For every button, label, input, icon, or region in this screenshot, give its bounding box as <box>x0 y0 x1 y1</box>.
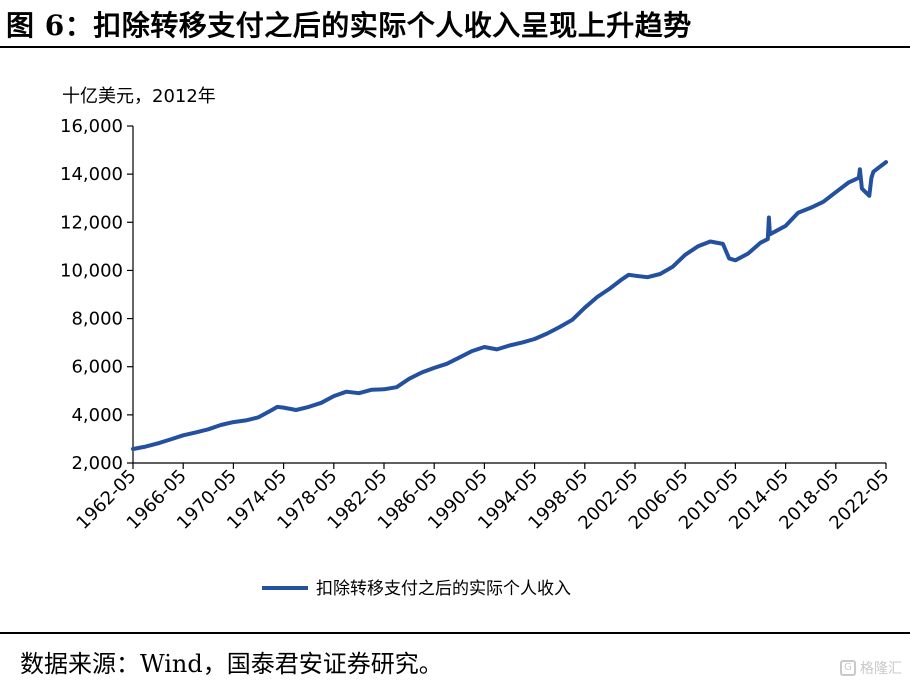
watermark: G 格隆汇 <box>840 658 902 678</box>
y-tick-label: 2,000 <box>71 453 123 474</box>
x-axis: 1962-051966-051970-051974-051978-051982-… <box>72 462 894 534</box>
legend: 扣除转移支付之后的实际个人收入 <box>262 579 571 599</box>
y-tick-label: 16,000 <box>60 116 123 137</box>
figure-title: 图 6：扣除转移支付之后的实际个人收入呈现上升趋势 <box>6 9 692 42</box>
watermark-logo-icon: G <box>840 660 856 676</box>
y-axis: 2,000 4,000 6,000 8,000 10,000 12,000 14,000 16… <box>60 116 134 474</box>
y-tick-label: 12,000 <box>60 212 123 233</box>
source-note: 数据来源：Wind，国泰君安证券研究。 <box>20 650 443 678</box>
unit-label: 十亿美元，2012年 <box>62 86 216 107</box>
y-tick-label: 4,000 <box>71 405 123 426</box>
y-tick-label: 6,000 <box>71 357 123 378</box>
y-tick-label: 10,000 <box>60 260 123 281</box>
y-tick-label: 8,000 <box>71 309 123 330</box>
legend-label: 扣除转移支付之后的实际个人收入 <box>316 579 571 599</box>
top-rule <box>0 46 910 48</box>
line-chart: 十亿美元，2012年 2,000 4,000 6,000 8,000 10,000 12,… <box>60 86 894 599</box>
y-tick-label: 14,000 <box>60 164 123 185</box>
bottom-rule <box>0 632 910 634</box>
series-line <box>131 160 888 451</box>
watermark-text: 格隆汇 <box>860 661 902 677</box>
